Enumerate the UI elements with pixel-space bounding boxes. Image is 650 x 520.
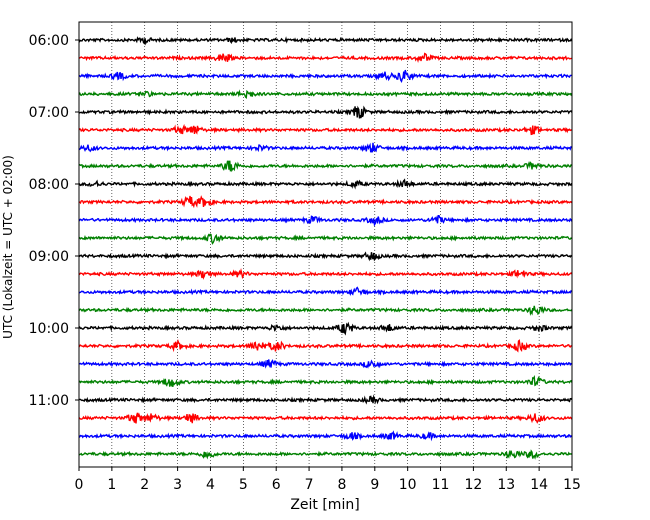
trace-0830 <box>78 214 573 227</box>
trace-1015 <box>78 338 572 353</box>
trace-0600 <box>78 36 573 46</box>
trace-0730 <box>78 142 573 153</box>
trace-1145 <box>78 449 573 460</box>
x-tick-label: 10 <box>399 477 417 493</box>
x-tick-label: 12 <box>464 477 482 493</box>
trace-1045 <box>78 374 573 388</box>
x-tick-label: 14 <box>530 477 548 493</box>
trace-0715 <box>78 123 572 136</box>
y-tick-label: 08:00 <box>29 177 69 193</box>
x-tick-label: 4 <box>206 477 215 493</box>
trace-1000 <box>78 321 573 336</box>
trace-1130 <box>78 430 573 442</box>
trace-0745 <box>78 160 572 173</box>
trace-0900 <box>78 251 573 262</box>
trace-0930 <box>78 286 573 297</box>
x-tick-label: 1 <box>107 477 116 493</box>
x-tick-label: 7 <box>305 477 314 493</box>
trace-1100 <box>78 394 573 405</box>
y-tick-label: 10:00 <box>29 321 69 337</box>
trace-1115 <box>78 412 573 424</box>
x-tick-label: 5 <box>239 477 248 493</box>
y-tick-label: 11:00 <box>29 393 69 409</box>
trace-0815 <box>78 195 573 209</box>
trace-0615 <box>78 52 572 63</box>
y-axis-label: UTC (Lokalzeit = UTC + 02:00) <box>1 155 15 339</box>
trace-0645 <box>78 89 573 100</box>
trace-0945 <box>78 305 573 316</box>
x-tick-label: 15 <box>563 477 581 493</box>
trace-1030 <box>78 359 573 369</box>
trace-0915 <box>78 267 573 280</box>
y-tick-label: 09:00 <box>29 249 69 265</box>
x-tick-label: 3 <box>173 477 182 493</box>
trace-0630 <box>78 69 572 84</box>
x-axis-label: Zeit [min] <box>290 497 359 513</box>
x-tick-label: 11 <box>432 477 450 493</box>
trace-0700 <box>78 105 573 119</box>
y-tick-label: 06:00 <box>29 33 69 49</box>
x-tick-label: 8 <box>337 477 346 493</box>
trace-0845 <box>78 233 573 245</box>
y-tick-label: 07:00 <box>29 105 69 121</box>
trace-0800 <box>78 178 573 190</box>
x-tick-label: 0 <box>75 477 84 493</box>
x-tick-label: 6 <box>272 477 281 493</box>
plot-frame <box>78 21 573 468</box>
x-tick-label: 9 <box>370 477 379 493</box>
x-tick-label: 2 <box>140 477 149 493</box>
x-tick-label: 13 <box>497 477 515 493</box>
